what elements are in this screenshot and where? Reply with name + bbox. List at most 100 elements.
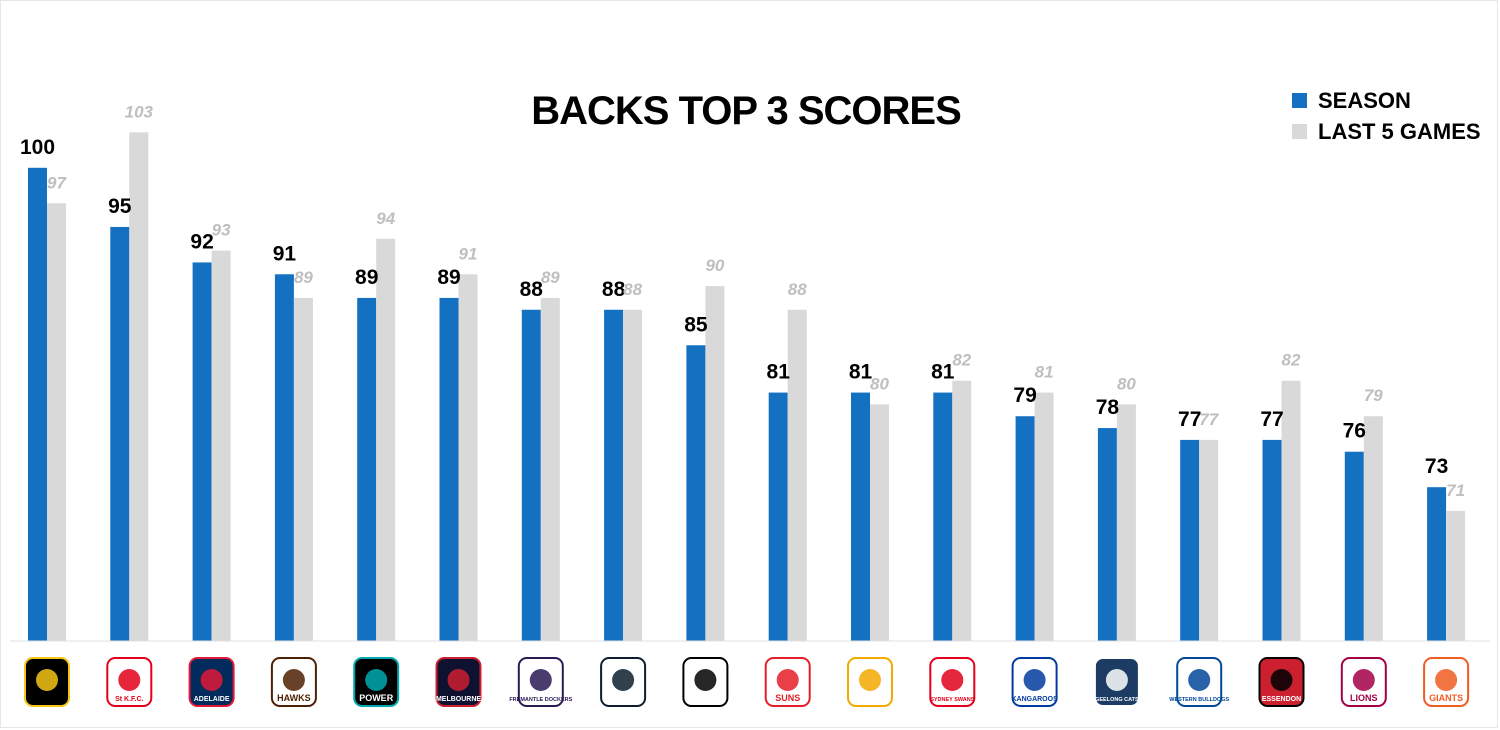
legend: SEASON LAST 5 GAMES bbox=[1292, 88, 1481, 144]
label-season-adelaide: 92 bbox=[190, 230, 213, 253]
label-season-north-melbourne: 79 bbox=[1013, 384, 1036, 407]
bar-last5-richmond bbox=[47, 203, 66, 642]
bar-season-gold-coast bbox=[768, 392, 788, 641]
chart-title: BACKS TOP 3 SCORES bbox=[531, 89, 961, 133]
svg-text:GIANTS: GIANTS bbox=[1429, 693, 1463, 703]
label-season-essendon: 77 bbox=[1260, 408, 1283, 431]
bar-season-brisbane bbox=[1344, 451, 1364, 641]
lion-icon: LIONS bbox=[1340, 657, 1387, 707]
label-last5-adelaide: 93 bbox=[212, 221, 231, 240]
legend-swatch-season bbox=[1292, 93, 1307, 108]
bar-season-west-coast bbox=[851, 392, 870, 641]
svg-text:GEELONG CATS: GEELONG CATS bbox=[1095, 697, 1139, 703]
cat-icon: GEELONG CATS bbox=[1093, 657, 1140, 707]
legend-label-last5: LAST 5 GAMES bbox=[1318, 119, 1481, 144]
svg-text:MELBOURNE: MELBOURNE bbox=[436, 696, 481, 703]
label-last5-gold-coast: 88 bbox=[788, 280, 807, 299]
bar-season-essendon bbox=[1262, 439, 1282, 641]
bar-last5-st-kilda bbox=[129, 132, 149, 641]
bar-season-adelaide bbox=[192, 262, 212, 641]
bar-last5-sydney bbox=[952, 380, 972, 641]
label-last5-fremantle: 89 bbox=[541, 268, 560, 287]
label-season-fremantle: 88 bbox=[520, 278, 544, 301]
label-last5-north-melbourne: 81 bbox=[1035, 363, 1054, 382]
tiger-icon bbox=[24, 657, 70, 707]
label-last5-richmond: 97 bbox=[47, 173, 67, 192]
bar-last5-collingwood bbox=[705, 286, 725, 641]
svg-text:HAWKS: HAWKS bbox=[277, 693, 311, 703]
bar-season-geelong bbox=[1097, 428, 1117, 641]
svg-text:WESTERN BULLDOGS: WESTERN BULLDOGS bbox=[1169, 697, 1229, 703]
bar-last5-north-melbourne bbox=[1034, 392, 1054, 641]
anchor-icon: FREMANTLE DOCKERS bbox=[509, 657, 573, 707]
label-last5-western-bulldogs: 77 bbox=[1199, 410, 1219, 429]
svg-text:SYDNEY SWANS: SYDNEY SWANS bbox=[930, 697, 975, 703]
label-last5-port-adelaide: 94 bbox=[376, 209, 395, 228]
bar-last5-adelaide bbox=[211, 250, 231, 642]
crow-icon: ADELAIDE bbox=[188, 657, 235, 707]
bar-last5-melbourne bbox=[458, 274, 478, 641]
svg-text:KANGAROOS: KANGAROOS bbox=[1011, 696, 1058, 703]
cfc-monogram-icon bbox=[600, 657, 647, 707]
bulldog-icon: WESTERN BULLDOGS bbox=[1169, 657, 1229, 707]
swan-icon: SYDNEY SWANS bbox=[929, 657, 976, 707]
svg-text:POWER: POWER bbox=[359, 693, 394, 703]
demon-icon: MELBOURNE bbox=[435, 657, 482, 707]
label-season-melbourne: 89 bbox=[437, 266, 460, 289]
legend-label-season: SEASON bbox=[1318, 88, 1411, 113]
bar-last5-western-bulldogs bbox=[1199, 439, 1219, 641]
label-last5-melbourne: 91 bbox=[459, 244, 478, 263]
bar-last5-west-coast bbox=[870, 404, 889, 641]
bar-season-collingwood bbox=[686, 345, 706, 641]
bar-last5-carlton bbox=[623, 309, 643, 641]
kangaroo-icon: KANGAROOS bbox=[1011, 657, 1058, 707]
magpie-icon bbox=[682, 657, 729, 707]
bar-season-western-bulldogs bbox=[1180, 439, 1200, 641]
bar-season-hawthorn bbox=[274, 274, 294, 641]
label-season-geelong: 78 bbox=[1096, 396, 1120, 419]
bar-season-st-kilda bbox=[110, 226, 130, 641]
label-last5-west-coast: 80 bbox=[870, 374, 889, 393]
bar-last5-essendon bbox=[1281, 380, 1301, 641]
plane-icon: ESSENDON bbox=[1258, 657, 1305, 707]
label-last5-gws: 71 bbox=[1446, 481, 1465, 500]
legend-swatch-last5 bbox=[1292, 124, 1307, 139]
bar-last5-gws bbox=[1446, 510, 1466, 641]
label-season-sydney: 81 bbox=[931, 361, 955, 384]
label-last5-collingwood: 90 bbox=[705, 256, 724, 275]
label-season-carlton: 88 bbox=[602, 278, 626, 301]
svg-text:LIONS: LIONS bbox=[1350, 693, 1378, 703]
eagle-icon bbox=[847, 657, 893, 707]
cross-icon: St K.F.C. bbox=[106, 657, 153, 707]
label-season-gws: 73 bbox=[1425, 455, 1448, 478]
bars-group bbox=[28, 132, 1466, 642]
label-season-gold-coast: 81 bbox=[767, 361, 791, 384]
svg-text:FREMANTLE DOCKERS: FREMANTLE DOCKERS bbox=[509, 697, 572, 703]
bar-last5-geelong bbox=[1116, 404, 1136, 641]
bar-season-carlton bbox=[604, 309, 624, 641]
team-logos-row: St K.F.C. ADELAIDE HAWKS POWER MELBOURNE FREM… bbox=[24, 657, 1470, 707]
svg-text:ADELAIDE: ADELAIDE bbox=[194, 696, 230, 703]
label-last5-st-kilda: 103 bbox=[125, 102, 154, 121]
power-icon: POWER bbox=[353, 657, 400, 707]
bar-season-melbourne bbox=[439, 297, 459, 641]
label-last5-brisbane: 79 bbox=[1364, 386, 1383, 405]
label-season-brisbane: 76 bbox=[1343, 420, 1366, 443]
bar-season-fremantle bbox=[521, 309, 541, 641]
label-season-west-coast: 81 bbox=[849, 361, 873, 384]
bar-last5-fremantle bbox=[540, 297, 560, 641]
label-last5-carlton: 88 bbox=[623, 280, 642, 299]
bar-last5-gold-coast bbox=[787, 309, 807, 641]
label-season-hawthorn: 91 bbox=[273, 242, 297, 265]
label-last5-hawthorn: 89 bbox=[294, 268, 313, 287]
bar-season-port-adelaide bbox=[357, 297, 377, 641]
bar-season-gws bbox=[1427, 487, 1447, 641]
bar-season-richmond bbox=[28, 167, 47, 642]
label-season-port-adelaide: 89 bbox=[355, 266, 378, 289]
label-last5-geelong: 80 bbox=[1117, 374, 1136, 393]
label-season-western-bulldogs: 77 bbox=[1178, 408, 1201, 431]
hawk-icon: HAWKS bbox=[270, 657, 317, 707]
